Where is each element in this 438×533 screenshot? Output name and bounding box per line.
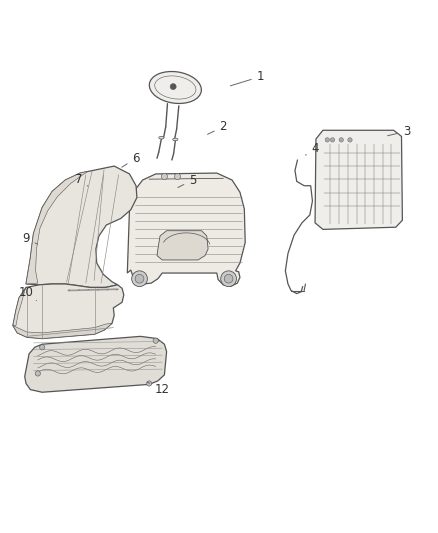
- Text: 5: 5: [178, 174, 197, 188]
- Polygon shape: [157, 231, 208, 260]
- Text: 1: 1: [230, 70, 264, 86]
- Ellipse shape: [159, 136, 164, 139]
- Text: 2: 2: [208, 120, 227, 134]
- Polygon shape: [13, 284, 124, 338]
- Text: 9: 9: [22, 232, 38, 245]
- Circle shape: [224, 274, 233, 283]
- Polygon shape: [26, 171, 88, 284]
- Polygon shape: [315, 130, 403, 229]
- Circle shape: [161, 174, 167, 180]
- Circle shape: [339, 138, 343, 142]
- Circle shape: [221, 271, 237, 287]
- Circle shape: [35, 371, 40, 376]
- Circle shape: [153, 338, 158, 343]
- Circle shape: [348, 138, 352, 142]
- Circle shape: [174, 174, 180, 180]
- Text: 6: 6: [122, 152, 140, 167]
- Circle shape: [39, 345, 45, 350]
- Polygon shape: [25, 336, 166, 392]
- Circle shape: [147, 381, 152, 386]
- Text: 7: 7: [74, 173, 88, 186]
- Polygon shape: [13, 287, 26, 326]
- Text: 12: 12: [147, 382, 170, 396]
- Circle shape: [132, 271, 148, 287]
- Circle shape: [325, 138, 329, 142]
- Ellipse shape: [149, 71, 201, 103]
- Text: 10: 10: [18, 286, 36, 301]
- Text: 3: 3: [388, 125, 410, 138]
- Polygon shape: [13, 323, 112, 338]
- Ellipse shape: [173, 138, 178, 141]
- Polygon shape: [127, 173, 245, 286]
- Circle shape: [135, 274, 144, 283]
- Circle shape: [170, 84, 176, 90]
- Circle shape: [330, 138, 335, 142]
- Polygon shape: [26, 166, 137, 287]
- Text: 4: 4: [305, 142, 319, 155]
